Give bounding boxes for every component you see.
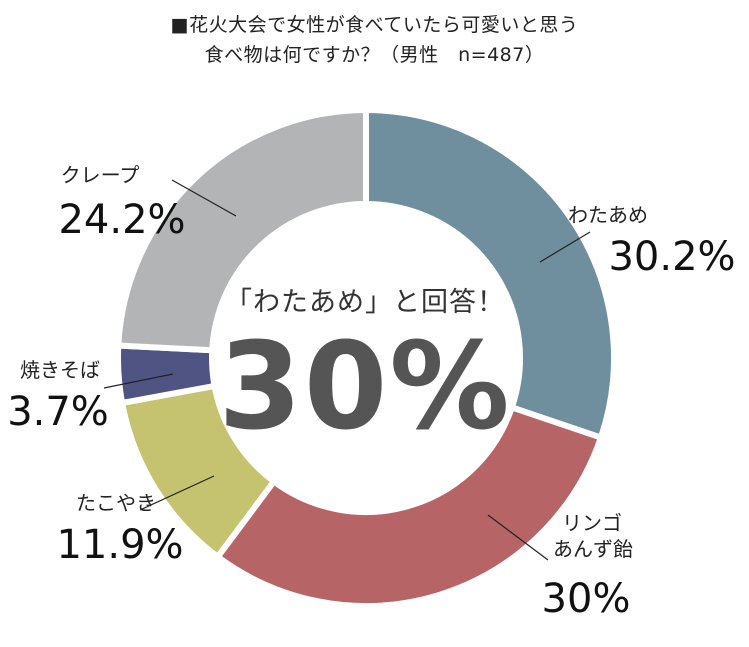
leader-line [487,514,549,561]
center-callout: 「わたあめ」と回答！ [225,287,505,318]
slice-value-label: 30.2% [608,234,735,280]
center-value: 30% [218,318,512,457]
slice-value-label: 24.2% [58,197,185,243]
chart-title-line1: ■花火大会で女性が食べていたら可愛いと思う [170,14,579,36]
slice-label: 焼きそば [20,358,100,382]
leader-line [103,373,174,389]
donut-slice [213,403,605,609]
leader-line [171,179,237,217]
slice-value-label: 3.7% [7,389,109,435]
slice-value-label: 11.9% [56,522,183,568]
leader-line [139,475,215,511]
slice-label: リンゴ [562,511,622,535]
leader-line [539,231,591,263]
slice-value-label: 30% [542,576,631,622]
slice-label: わたあめ [568,203,648,227]
slice-label: たこやき [76,491,156,515]
donut-slice [363,106,617,442]
slice-label: あんず飴 [553,537,633,561]
chart-title-line2: 食べ物は何ですか？（男性 n=487） [204,44,545,66]
donut-slice [115,106,369,354]
slice-label: クレープ [61,163,140,187]
